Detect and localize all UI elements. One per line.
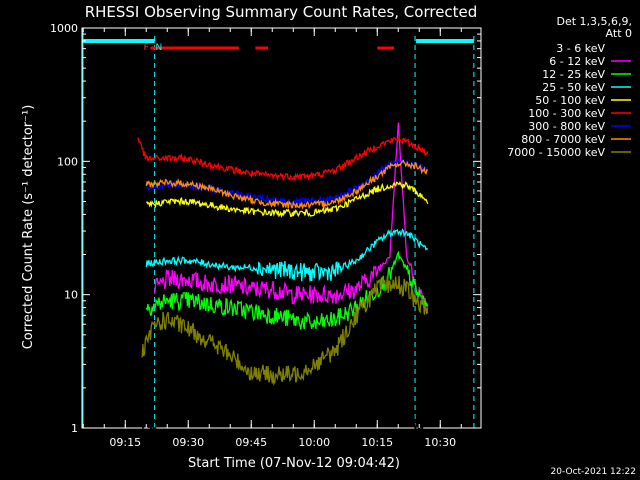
legend-label-5: 100 - 300 keV: [528, 107, 605, 120]
legend-header-0: Det 1,3,5,6,9,: [556, 15, 632, 28]
legend-label-2: 12 - 25 keV: [542, 68, 605, 81]
axes: 1 10 100 1000 09:15 09:30 09:45 10:00 10:15 10:30: [50, 22, 481, 449]
x-tick-label-3: 10:00: [298, 436, 330, 449]
x-tick-label-4: 10:15: [361, 436, 393, 449]
y-tick-label-0: 1: [71, 422, 78, 435]
legend-header-1: Att 0: [606, 27, 632, 40]
y-tick-label-3: 1000: [50, 22, 78, 35]
plot-area: [81, 27, 482, 429]
x-tick-label-0: 09:15: [109, 436, 141, 449]
series-line-1: [154, 122, 429, 314]
legend-label-3: 25 - 50 keV: [542, 81, 605, 94]
legend-label-6: 300 - 800 keV: [528, 120, 605, 133]
annotation-n: N: [155, 43, 162, 53]
y-axis-label: Corrected Count Rate (s⁻¹ detector⁻¹): [21, 105, 36, 350]
legend-label-4: 50 - 100 keV: [535, 94, 605, 107]
x-axis-label: Start Time (07-Nov-12 09:04:42): [188, 456, 400, 471]
series-line-5: [137, 135, 429, 182]
series-line-3: [145, 228, 429, 282]
x-tick-label-5: 10:30: [424, 436, 456, 449]
generation-timestamp: 20-Oct-2021 12:22: [550, 467, 636, 477]
plot-frame: [81, 27, 482, 429]
legend-label-7: 800 - 7000 keV: [521, 133, 605, 146]
night-bars: [82, 28, 475, 428]
x-tick-label-1: 09:30: [172, 436, 204, 449]
series-line-7: [145, 159, 428, 210]
series-line-6: [145, 156, 429, 207]
legend-label-0: 3 - 6 keV: [556, 42, 605, 55]
series-line-4: [145, 181, 429, 219]
x-tick-label-2: 09:45: [235, 436, 267, 449]
series-line-8: [141, 275, 429, 387]
annotation-f: F: [144, 43, 149, 53]
chart-title: RHESSI Observing Summary Count Rates, Co…: [85, 3, 478, 21]
legend-label-8: 7000 - 15000 keV: [507, 146, 605, 159]
series-group: [137, 122, 429, 430]
legend-label-1: 6 - 12 keV: [549, 55, 605, 68]
y-tick-label-1: 10: [64, 289, 78, 302]
y-tick-label-2: 100: [57, 155, 78, 168]
